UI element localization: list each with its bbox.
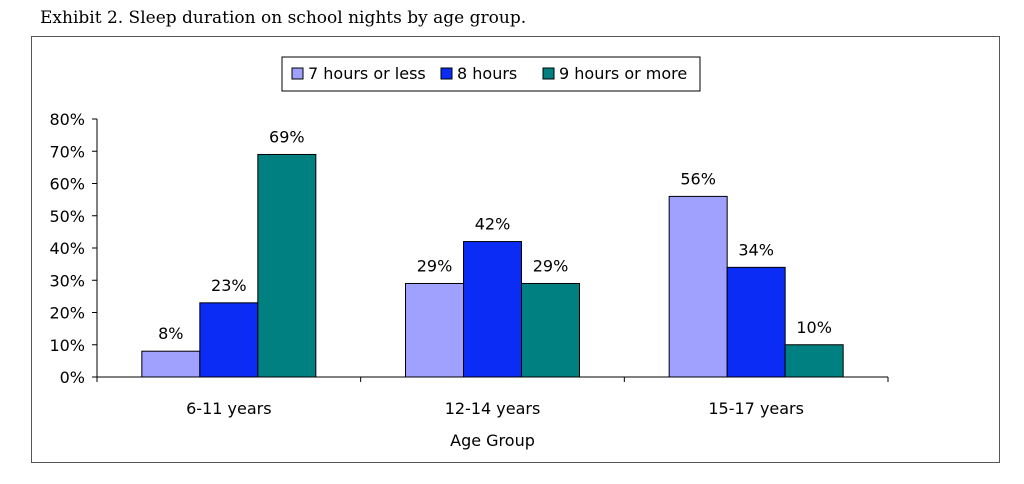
legend-box: [281, 56, 701, 92]
axes: 0% 10% 20% 30% 40% 50% 60% 70% 80% 6-11 years 12-1…: [49, 110, 889, 418]
data-label: 69%: [269, 127, 305, 146]
y-tick-label: 0%: [60, 368, 85, 387]
legend-swatch: [440, 67, 453, 80]
legend-label: 7 hours or less: [308, 64, 426, 83]
bar: [199, 302, 259, 378]
legend-swatch: [542, 67, 555, 80]
data-label: 34%: [738, 240, 774, 259]
x-tick-label: 6-11 years: [186, 399, 271, 418]
x-tick-label: 12-14 years: [445, 399, 541, 418]
bar: [463, 241, 522, 378]
legend-swatch: [291, 67, 304, 80]
y-tick-label: 70%: [49, 142, 85, 161]
bar: [521, 282, 580, 378]
data-label: 29%: [533, 256, 569, 275]
y-tick-label: 50%: [49, 207, 85, 226]
legend-label: 8 hours: [457, 64, 517, 83]
legend-label: 9 hours or more: [559, 64, 687, 83]
data-label: 8%: [158, 324, 183, 343]
y-tick-label: 60%: [49, 175, 85, 194]
data-label: 42%: [475, 215, 511, 234]
y-tick-label: 20%: [49, 304, 85, 323]
y-tick-label: 30%: [49, 271, 85, 290]
bar: [784, 344, 844, 378]
bar: [405, 282, 464, 378]
y-tick-label: 10%: [49, 336, 85, 355]
data-label: 23%: [211, 276, 247, 295]
data-label: 10%: [796, 318, 832, 337]
x-axis-title: Age Group: [450, 431, 535, 450]
data-label: 56%: [680, 169, 716, 188]
y-tick-label: 80%: [49, 110, 85, 129]
bar: [257, 153, 317, 378]
y-tick-label: 40%: [49, 239, 85, 258]
legend: 7 hours or less 8 hours 9 hours or more: [281, 56, 701, 92]
x-tick-label: 15-17 years: [708, 399, 804, 418]
bar: [726, 266, 786, 378]
data-label: 29%: [417, 256, 453, 275]
bars: 8% 23% 69% 29% 42% 29% 56% 34% 10%: [141, 127, 844, 378]
chart-frame: [31, 36, 1000, 463]
exhibit-title: Exhibit 2. Sleep duration on school nigh…: [40, 8, 527, 28]
bar: [141, 350, 201, 378]
bar: [668, 195, 728, 378]
